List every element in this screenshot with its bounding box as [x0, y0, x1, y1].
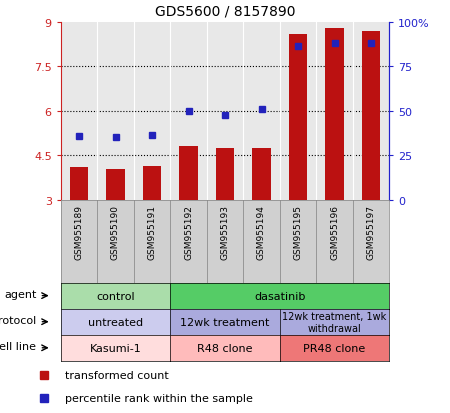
Bar: [252, 149, 270, 200]
Text: GSM955189: GSM955189: [75, 204, 84, 259]
Bar: [180, 147, 198, 200]
Text: PR48 clone: PR48 clone: [303, 343, 365, 353]
Text: 12wk treatment, 1wk
withdrawal: 12wk treatment, 1wk withdrawal: [282, 311, 387, 333]
Bar: [216, 149, 234, 200]
Text: untreated: untreated: [88, 317, 143, 327]
Text: GSM955193: GSM955193: [220, 204, 230, 259]
Text: Kasumi-1: Kasumi-1: [90, 343, 141, 353]
Text: GSM955195: GSM955195: [293, 204, 302, 259]
Text: control: control: [96, 291, 135, 301]
Text: R48 clone: R48 clone: [197, 343, 253, 353]
Text: GSM955196: GSM955196: [330, 204, 339, 259]
Text: protocol: protocol: [0, 316, 36, 325]
Text: GSM955197: GSM955197: [366, 204, 375, 259]
Text: dasatinib: dasatinib: [254, 291, 306, 301]
Bar: [106, 169, 125, 200]
Bar: [70, 168, 88, 200]
Text: GSM955192: GSM955192: [184, 204, 193, 259]
Bar: [325, 28, 344, 200]
Text: transformed count: transformed count: [65, 370, 169, 380]
Bar: [289, 35, 307, 200]
Title: GDS5600 / 8157890: GDS5600 / 8157890: [155, 5, 295, 19]
Bar: [143, 166, 161, 200]
Text: GSM955190: GSM955190: [111, 204, 120, 259]
Bar: [362, 32, 380, 200]
Text: percentile rank within the sample: percentile rank within the sample: [65, 394, 253, 404]
Text: 12wk treatment: 12wk treatment: [180, 317, 270, 327]
Text: cell line: cell line: [0, 342, 36, 351]
Text: GSM955191: GSM955191: [148, 204, 157, 259]
Text: GSM955194: GSM955194: [257, 204, 266, 259]
Text: agent: agent: [4, 290, 36, 299]
